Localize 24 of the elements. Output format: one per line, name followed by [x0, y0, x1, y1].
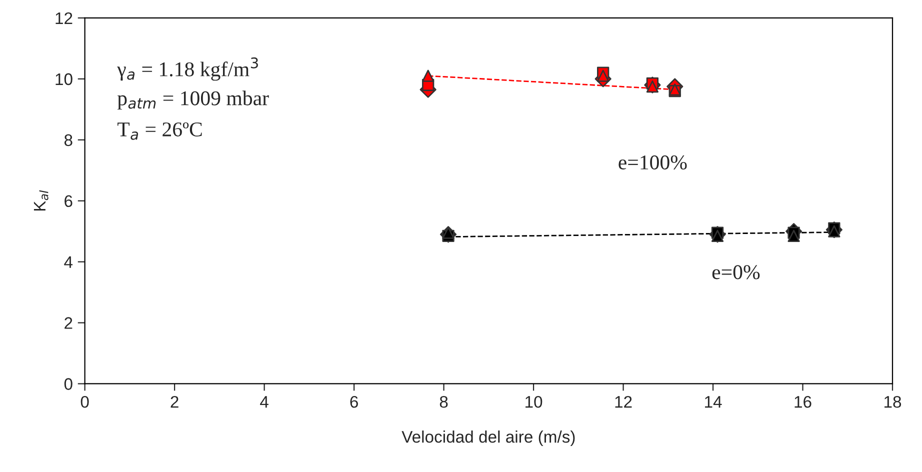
x-tick-label: 8 — [440, 396, 448, 408]
y-axis-title: K$_{al}$ — [34, 190, 48, 211]
x-tick-label: 6 — [350, 396, 358, 408]
x-tick-label: 2 — [170, 396, 178, 408]
x-tick-label: 14 — [705, 396, 722, 408]
annotation: e=0% — [712, 265, 760, 280]
y-tick-label: 12 — [56, 12, 72, 24]
x-axis-title: Velocidad del aire (m/s) — [402, 430, 575, 446]
y-tick-label: 2 — [64, 317, 72, 329]
annotation: p$_{atm}$ = 1009 mbar — [117, 90, 269, 110]
x-tick-label: 0 — [80, 396, 89, 408]
y-tick-label: 0 — [64, 378, 72, 390]
annotation: e=100% — [618, 155, 687, 170]
x-tick-label: 16 — [794, 396, 812, 408]
y-tick-label: 10 — [56, 73, 72, 86]
x-tick-label: 18 — [884, 396, 902, 408]
x-tick-label: 12 — [615, 396, 632, 408]
y-tick-label: 4 — [64, 256, 73, 268]
annotation: γ$_{a}$ = 1.18 kgf/m$^{3}$ — [117, 57, 258, 81]
x-tick-label: 4 — [260, 396, 268, 408]
y-tick-label: 6 — [64, 195, 72, 208]
x-tick-label: 10 — [526, 396, 542, 408]
y-tick-label: 8 — [64, 134, 72, 146]
annotation: T$_{a}$ = 26ºC — [118, 122, 202, 140]
